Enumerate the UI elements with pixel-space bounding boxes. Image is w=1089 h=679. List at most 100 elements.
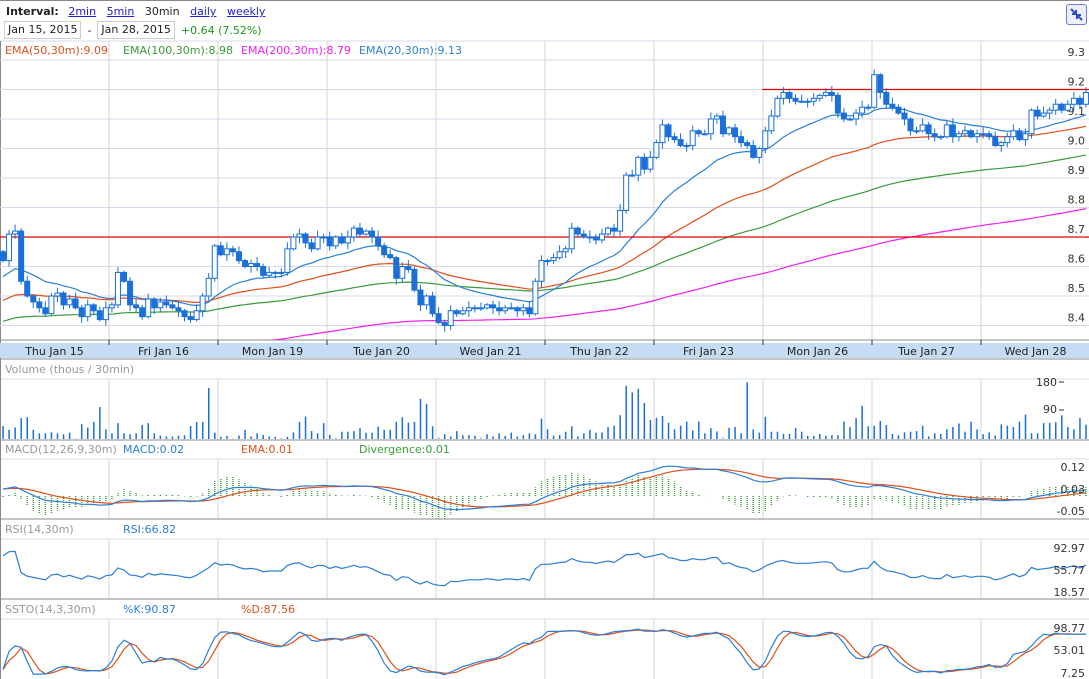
- candle-down: [883, 91, 890, 105]
- volume-bar: [589, 429, 591, 439]
- volume-bar: [129, 434, 131, 439]
- candle-down: [175, 307, 182, 312]
- date-axis-label: Mon Jan 26: [787, 345, 848, 358]
- volume-bar: [220, 436, 222, 439]
- candle-up: [998, 142, 1005, 147]
- candle-down: [496, 307, 503, 312]
- interval-daily[interactable]: daily: [190, 5, 217, 18]
- candle-up: [12, 230, 19, 235]
- candle-up: [193, 310, 200, 321]
- interval-30min-active[interactable]: 30min: [144, 5, 180, 18]
- candle-up: [774, 97, 781, 117]
- volume-bar: [921, 425, 924, 439]
- end-date-input[interactable]: Jan 28, 2015: [97, 21, 175, 39]
- candle-down: [229, 248, 236, 253]
- start-date-input[interactable]: Jan 15, 2015: [4, 21, 82, 39]
- volume-bar: [934, 433, 936, 439]
- volume-bar: [74, 438, 77, 439]
- volume-bar: [50, 432, 53, 439]
- date-axis-label: Fri Jan 23: [683, 345, 734, 358]
- volume-bar: [643, 402, 646, 439]
- volume-bar: [837, 435, 839, 439]
- volume-bar: [722, 437, 724, 439]
- rsi-value: RSI:66.82: [123, 523, 176, 536]
- volume-bar: [1048, 422, 1051, 439]
- volume-bar: [764, 416, 767, 439]
- volume-bar: [504, 435, 506, 439]
- candle-up: [586, 236, 593, 239]
- volume-bar: [861, 405, 863, 439]
- volume-bar: [1085, 424, 1087, 439]
- volume-bar: [468, 435, 470, 439]
- volume-bar: [1012, 426, 1015, 439]
- candle-up: [108, 304, 115, 309]
- candle-down: [42, 307, 49, 315]
- volume-bar: [915, 431, 918, 439]
- fullscreen-toggle-button[interactable]: [1066, 4, 1087, 25]
- candle-up: [544, 260, 551, 263]
- volume-bar: [522, 435, 525, 439]
- volume-bar: [595, 432, 597, 439]
- price-plot: [0, 69, 1089, 340]
- volume-bar: [885, 425, 888, 439]
- volume-bar: [1006, 425, 1009, 439]
- volume-bar: [250, 436, 252, 439]
- interval-2min[interactable]: 2min: [68, 5, 97, 18]
- volume-bar: [540, 418, 543, 439]
- candle-down: [387, 254, 394, 259]
- candle-up: [659, 124, 666, 144]
- candle-up: [465, 307, 472, 312]
- legend-ema20: EMA(20,30m):9.13: [359, 44, 462, 57]
- candle-up: [54, 292, 61, 297]
- candle-down: [719, 115, 726, 135]
- volume-bar: [752, 429, 754, 439]
- candle-up: [653, 142, 660, 158]
- date-axis-label: Thu Jan 15: [24, 345, 84, 358]
- volume-bar: [1024, 414, 1027, 439]
- candle-up: [1046, 109, 1053, 114]
- ssto-d-value: %D:87.56: [241, 603, 295, 616]
- date-axis-label: Tue Jan 20: [352, 345, 410, 358]
- volume-bar: [813, 435, 815, 439]
- candle-down: [592, 236, 599, 241]
- candle-down: [1034, 109, 1041, 117]
- volume-bar: [111, 433, 113, 439]
- volume-bar: [855, 418, 857, 439]
- candle-down: [90, 304, 97, 312]
- volume-bar: [389, 429, 391, 439]
- interval-5min[interactable]: 5min: [106, 5, 135, 18]
- candle-up: [955, 133, 962, 138]
- volume-bar: [407, 422, 410, 439]
- volume-bar: [329, 434, 331, 439]
- candle-down: [490, 304, 497, 309]
- candle-up: [532, 280, 539, 315]
- candle-up: [980, 133, 987, 136]
- volume-bar: [341, 431, 343, 439]
- volume-bar: [528, 433, 531, 439]
- volume-bar: [292, 432, 295, 439]
- volume-bar: [655, 417, 658, 439]
- candle-up: [871, 74, 878, 108]
- price-axis-label: 8.4: [1068, 312, 1086, 325]
- candle-up: [248, 263, 255, 267]
- candle-down: [968, 130, 974, 138]
- candle-up: [629, 174, 636, 177]
- macd-line: [2, 465, 1087, 511]
- candle-up: [1040, 112, 1047, 117]
- volume-bar: [776, 431, 779, 439]
- volume-bar: [8, 429, 10, 439]
- interval-weekly[interactable]: weekly: [226, 5, 266, 18]
- volume-bar: [371, 432, 373, 439]
- volume-bar: [208, 388, 210, 439]
- volume-bar: [353, 431, 355, 439]
- volume-bar: [800, 431, 803, 439]
- candle-down: [181, 310, 188, 318]
- volume-bar: [552, 435, 555, 439]
- volume-bar: [304, 416, 307, 439]
- candle-up: [1004, 136, 1011, 144]
- candle-up: [713, 115, 720, 120]
- volume-bar: [486, 434, 488, 439]
- volume-bar: [758, 432, 761, 439]
- candle-up: [707, 118, 714, 135]
